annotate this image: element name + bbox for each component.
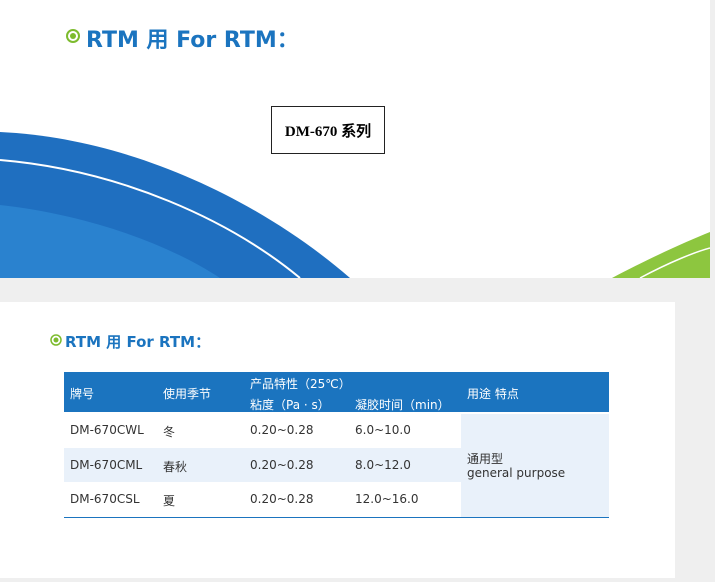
table-cell: 0.20~0.28 <box>250 492 314 506</box>
usage-cell: general purpose <box>467 466 566 480</box>
section-title: RTM 用 For RTM： <box>65 333 211 351</box>
table-cell: 6.0~10.0 <box>355 423 411 437</box>
table-cell: 0.20~0.28 <box>250 458 314 472</box>
table-cell: DM-670CML <box>70 458 143 472</box>
table-header: 产品特性（25℃） <box>250 377 351 391</box>
table-cell: 0.20~0.28 <box>250 423 314 437</box>
table-header: 使用季节 <box>163 387 212 401</box>
table-cell: 春秋 <box>163 460 188 474</box>
table-cell: DM-670CSL <box>70 492 140 506</box>
table-header: 粘度（Pa · s） <box>250 398 330 412</box>
table-decoration <box>50 334 609 518</box>
table-cell: 夏 <box>163 494 176 508</box>
table-cell: 8.0~12.0 <box>355 458 411 472</box>
usage-cell: 通用型 <box>467 452 504 466</box>
table-header: 用途 特点 <box>467 387 519 401</box>
top-panel: RTM 用 For RTM： DM-670 系列 <box>0 0 710 278</box>
bottom-panel: RTM 用 For RTM： 牌号 使用季节 产品特性（25℃） 粘度（Pa ·… <box>0 302 675 578</box>
table-header: 牌号 <box>70 387 95 401</box>
table-cell: 12.0~16.0 <box>355 492 419 506</box>
header-title: RTM 用 For RTM： <box>86 28 299 53</box>
product-box: DM-670 系列 <box>271 106 385 154</box>
table-cell: DM-670CWL <box>70 423 144 437</box>
wave-decoration <box>0 29 710 278</box>
table-header: 凝胶时间（min） <box>355 398 450 412</box>
table-cell: 冬 <box>163 425 176 439</box>
